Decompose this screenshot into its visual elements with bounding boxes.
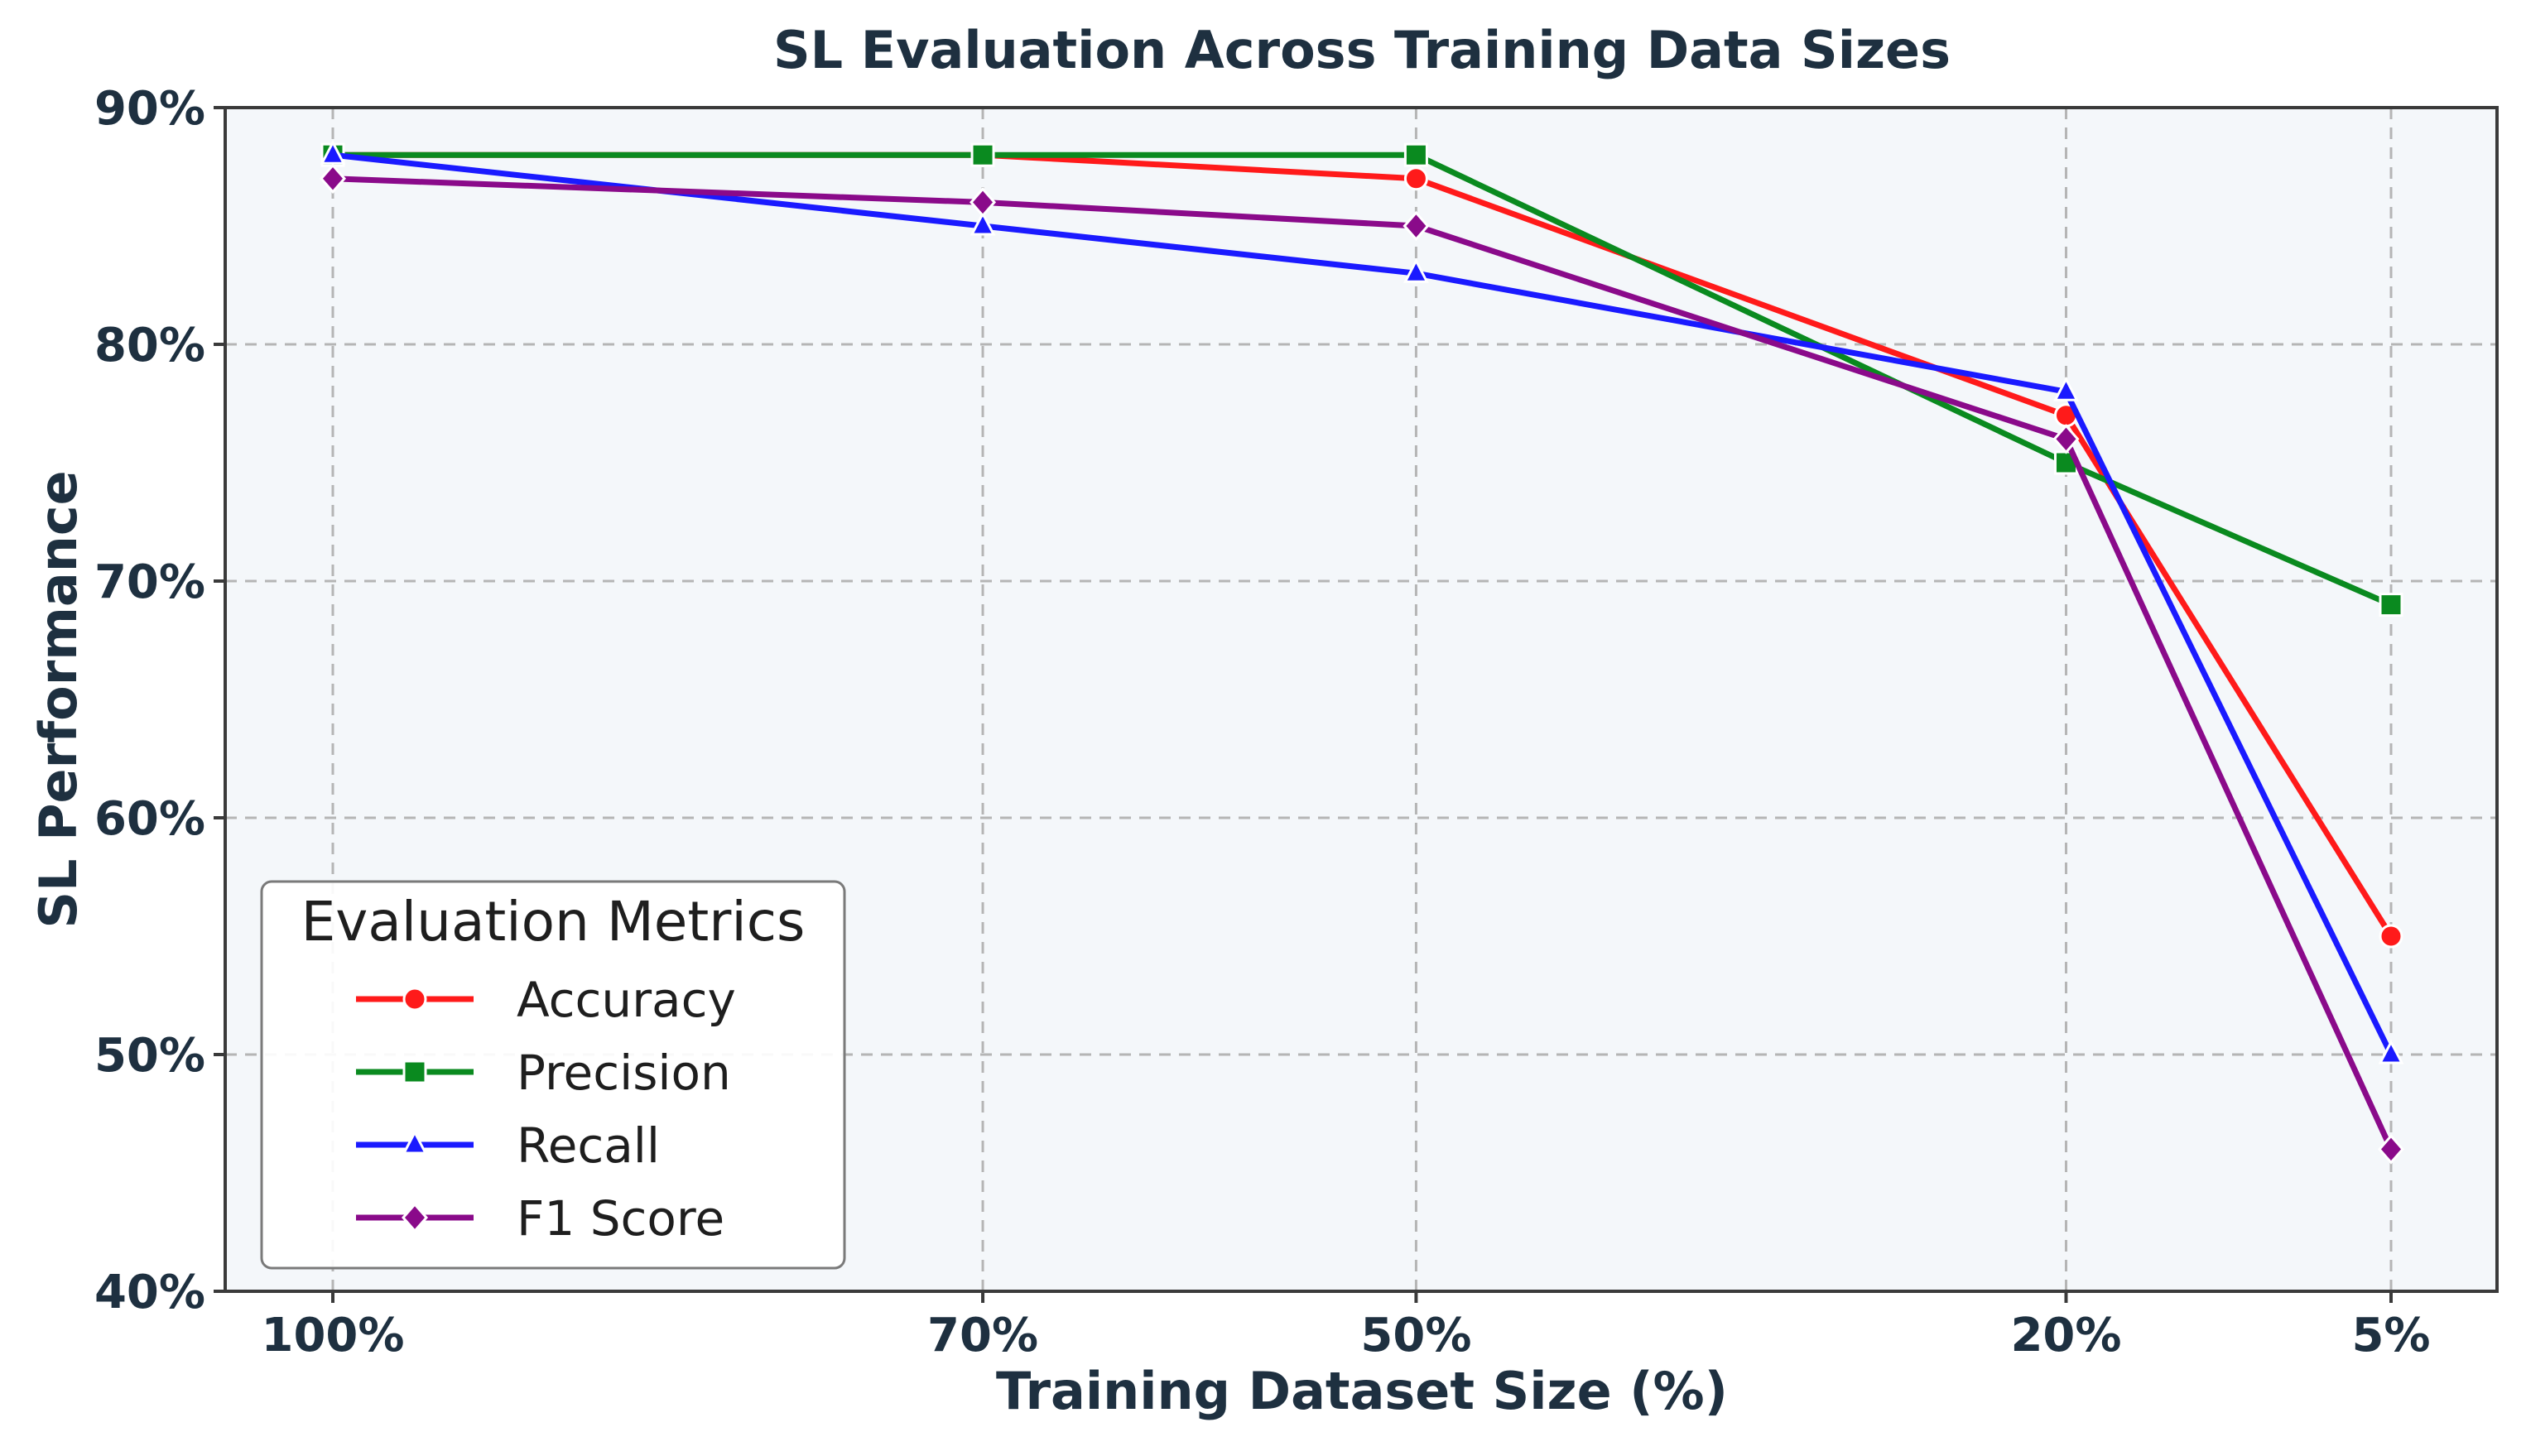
data-point-recall	[320, 139, 346, 165]
y-tick-label: 90%	[94, 82, 205, 136]
data-point-accuracy	[2379, 924, 2403, 949]
y-tick-label: 50%	[94, 1029, 205, 1083]
legend-label: Recall	[517, 1117, 660, 1174]
y-tick-label: 80%	[94, 319, 205, 372]
legend-label: Accuracy	[517, 972, 736, 1028]
legend-swatch-marker	[402, 987, 427, 1012]
data-point-f1-score	[2052, 424, 2080, 454]
data-point-precision	[970, 142, 995, 167]
plot-frame	[224, 106, 2499, 1293]
series-f1-score	[320, 163, 2404, 1165]
data-point-f1-score	[1403, 210, 1430, 242]
y-axis: 40% 50% 60% 70% 80% 90%	[94, 82, 225, 1319]
chart-title: SL Evaluation Across Training Data Sizes	[773, 20, 1951, 80]
data-point-precision	[2379, 593, 2403, 617]
data-point-recall	[1403, 257, 1429, 283]
legend-item-precision: Precision	[356, 1045, 731, 1101]
data-point-accuracy	[1403, 166, 1428, 191]
legend-label: F1 Score	[517, 1190, 724, 1247]
data-point-f1-score	[2378, 1134, 2404, 1165]
y-tick-label: 60%	[94, 792, 205, 846]
x-tick-label: 70%	[927, 1309, 1038, 1362]
legend-items: Accuracy Precision Recall F1 Score	[356, 972, 736, 1247]
x-tick-label: 100%	[261, 1309, 404, 1362]
y-tick-label: 40%	[94, 1266, 205, 1319]
data-point-precision	[1403, 142, 1428, 167]
legend-swatch-marker	[402, 1060, 427, 1084]
data-point-f1-score	[970, 187, 997, 218]
legend-box	[260, 880, 846, 1270]
legend-item-accuracy: Accuracy	[356, 972, 736, 1028]
series-recall	[320, 139, 2404, 1064]
legend-swatch-marker	[402, 1202, 428, 1233]
legend-swatch-marker	[402, 1129, 428, 1155]
data-point-f1-score	[320, 163, 346, 195]
data-point-recall	[2378, 1039, 2404, 1064]
x-axis: 100% 70% 50% 20% 5%	[261, 1291, 2431, 1362]
x-axis-label: Training Dataset Size (%)	[996, 1361, 1728, 1421]
x-tick-label: 50%	[1360, 1309, 1471, 1362]
data-point-recall	[970, 210, 996, 236]
data-point-recall	[2053, 376, 2079, 401]
x-tick-label: 5%	[2351, 1309, 2430, 1362]
x-tick-label: 20%	[2010, 1309, 2121, 1362]
legend-label: Precision	[517, 1045, 731, 1101]
y-tick-label: 70%	[94, 555, 205, 609]
legend-title: Evaluation Metrics	[301, 890, 806, 954]
series-layer	[320, 139, 2404, 1165]
legend-item-f1-score: F1 Score	[356, 1190, 724, 1247]
y-axis-label: SL Performance	[28, 470, 89, 928]
legend: Evaluation Metrics Accuracy Precision Reca…	[260, 880, 846, 1270]
legend-item-recall: Recall	[356, 1117, 660, 1174]
